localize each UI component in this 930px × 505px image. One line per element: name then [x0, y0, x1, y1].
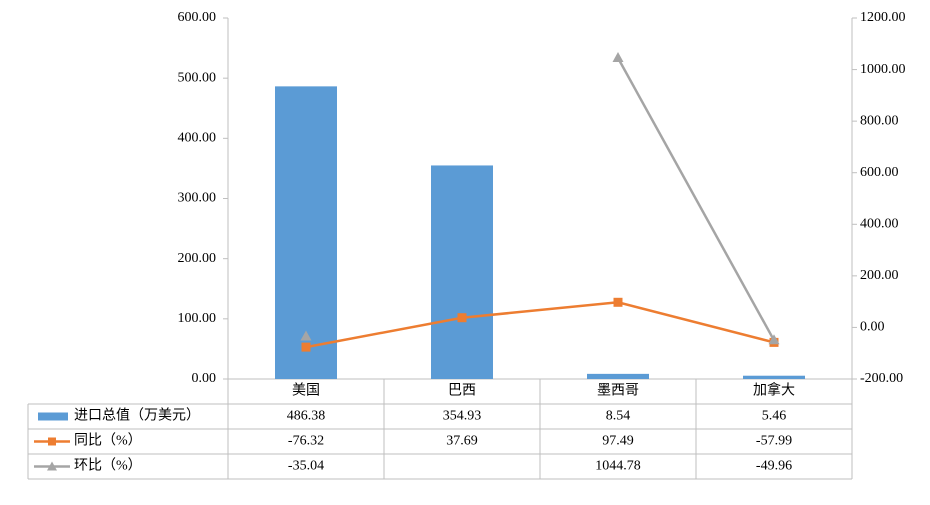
bar: [431, 165, 493, 379]
y2-tick-label: 800.00: [860, 113, 899, 128]
y2-tick-label: 200.00: [860, 268, 899, 283]
legend-label: 同比（%）: [74, 433, 142, 449]
table-value: 1044.78: [595, 459, 641, 474]
marker: [768, 334, 780, 345]
y2-tick-label: -200.00: [860, 371, 903, 386]
y2-tick-label: 400.00: [860, 217, 899, 232]
table-value: 97.49: [602, 434, 634, 449]
y-tick-label: 600.00: [178, 10, 217, 25]
line: [305, 301, 775, 349]
y2-tick-label: 600.00: [860, 165, 899, 180]
x-tick-label: 墨西哥: [597, 384, 639, 399]
marker: [612, 52, 624, 63]
table-value: -76.32: [288, 434, 324, 449]
bar: [587, 373, 649, 379]
x-tick-label: 加拿大: [753, 382, 795, 399]
table-value: -49.96: [756, 459, 792, 474]
legend-marker: [48, 437, 56, 446]
legend-label: 环比（%）: [74, 458, 142, 474]
marker: [457, 313, 467, 323]
legend-swatch: [38, 412, 68, 421]
y-tick-label: 100.00: [178, 311, 217, 326]
table-value: -57.99: [756, 434, 792, 449]
marker: [300, 330, 312, 341]
bar: [743, 375, 805, 379]
table-value: 8.54: [606, 409, 631, 424]
y-tick-label: 400.00: [178, 131, 217, 146]
marker: [613, 297, 623, 307]
y-tick-label: 200.00: [178, 251, 217, 266]
marker: [301, 342, 311, 352]
y-tick-label: 0.00: [192, 371, 217, 386]
table-value: 37.69: [446, 434, 478, 449]
bar: [275, 86, 337, 380]
table-value: 5.46: [762, 409, 787, 424]
y2-tick-label: 1200.00: [860, 10, 906, 25]
table-value: 486.38: [287, 409, 326, 424]
line: [616, 57, 776, 341]
legend-label: 进口总值（万美元）: [74, 408, 200, 424]
y2-tick-label: 0.00: [860, 320, 885, 335]
x-tick-label: 巴西: [448, 384, 476, 399]
table-value: -35.04: [288, 459, 324, 474]
y2-tick-label: 1000.00: [860, 62, 906, 77]
y-tick-label: 300.00: [178, 191, 217, 206]
table-value: 354.93: [443, 409, 482, 424]
legend-marker: [47, 461, 57, 471]
y-tick-label: 500.00: [178, 70, 217, 85]
x-tick-label: 美国: [292, 383, 320, 399]
